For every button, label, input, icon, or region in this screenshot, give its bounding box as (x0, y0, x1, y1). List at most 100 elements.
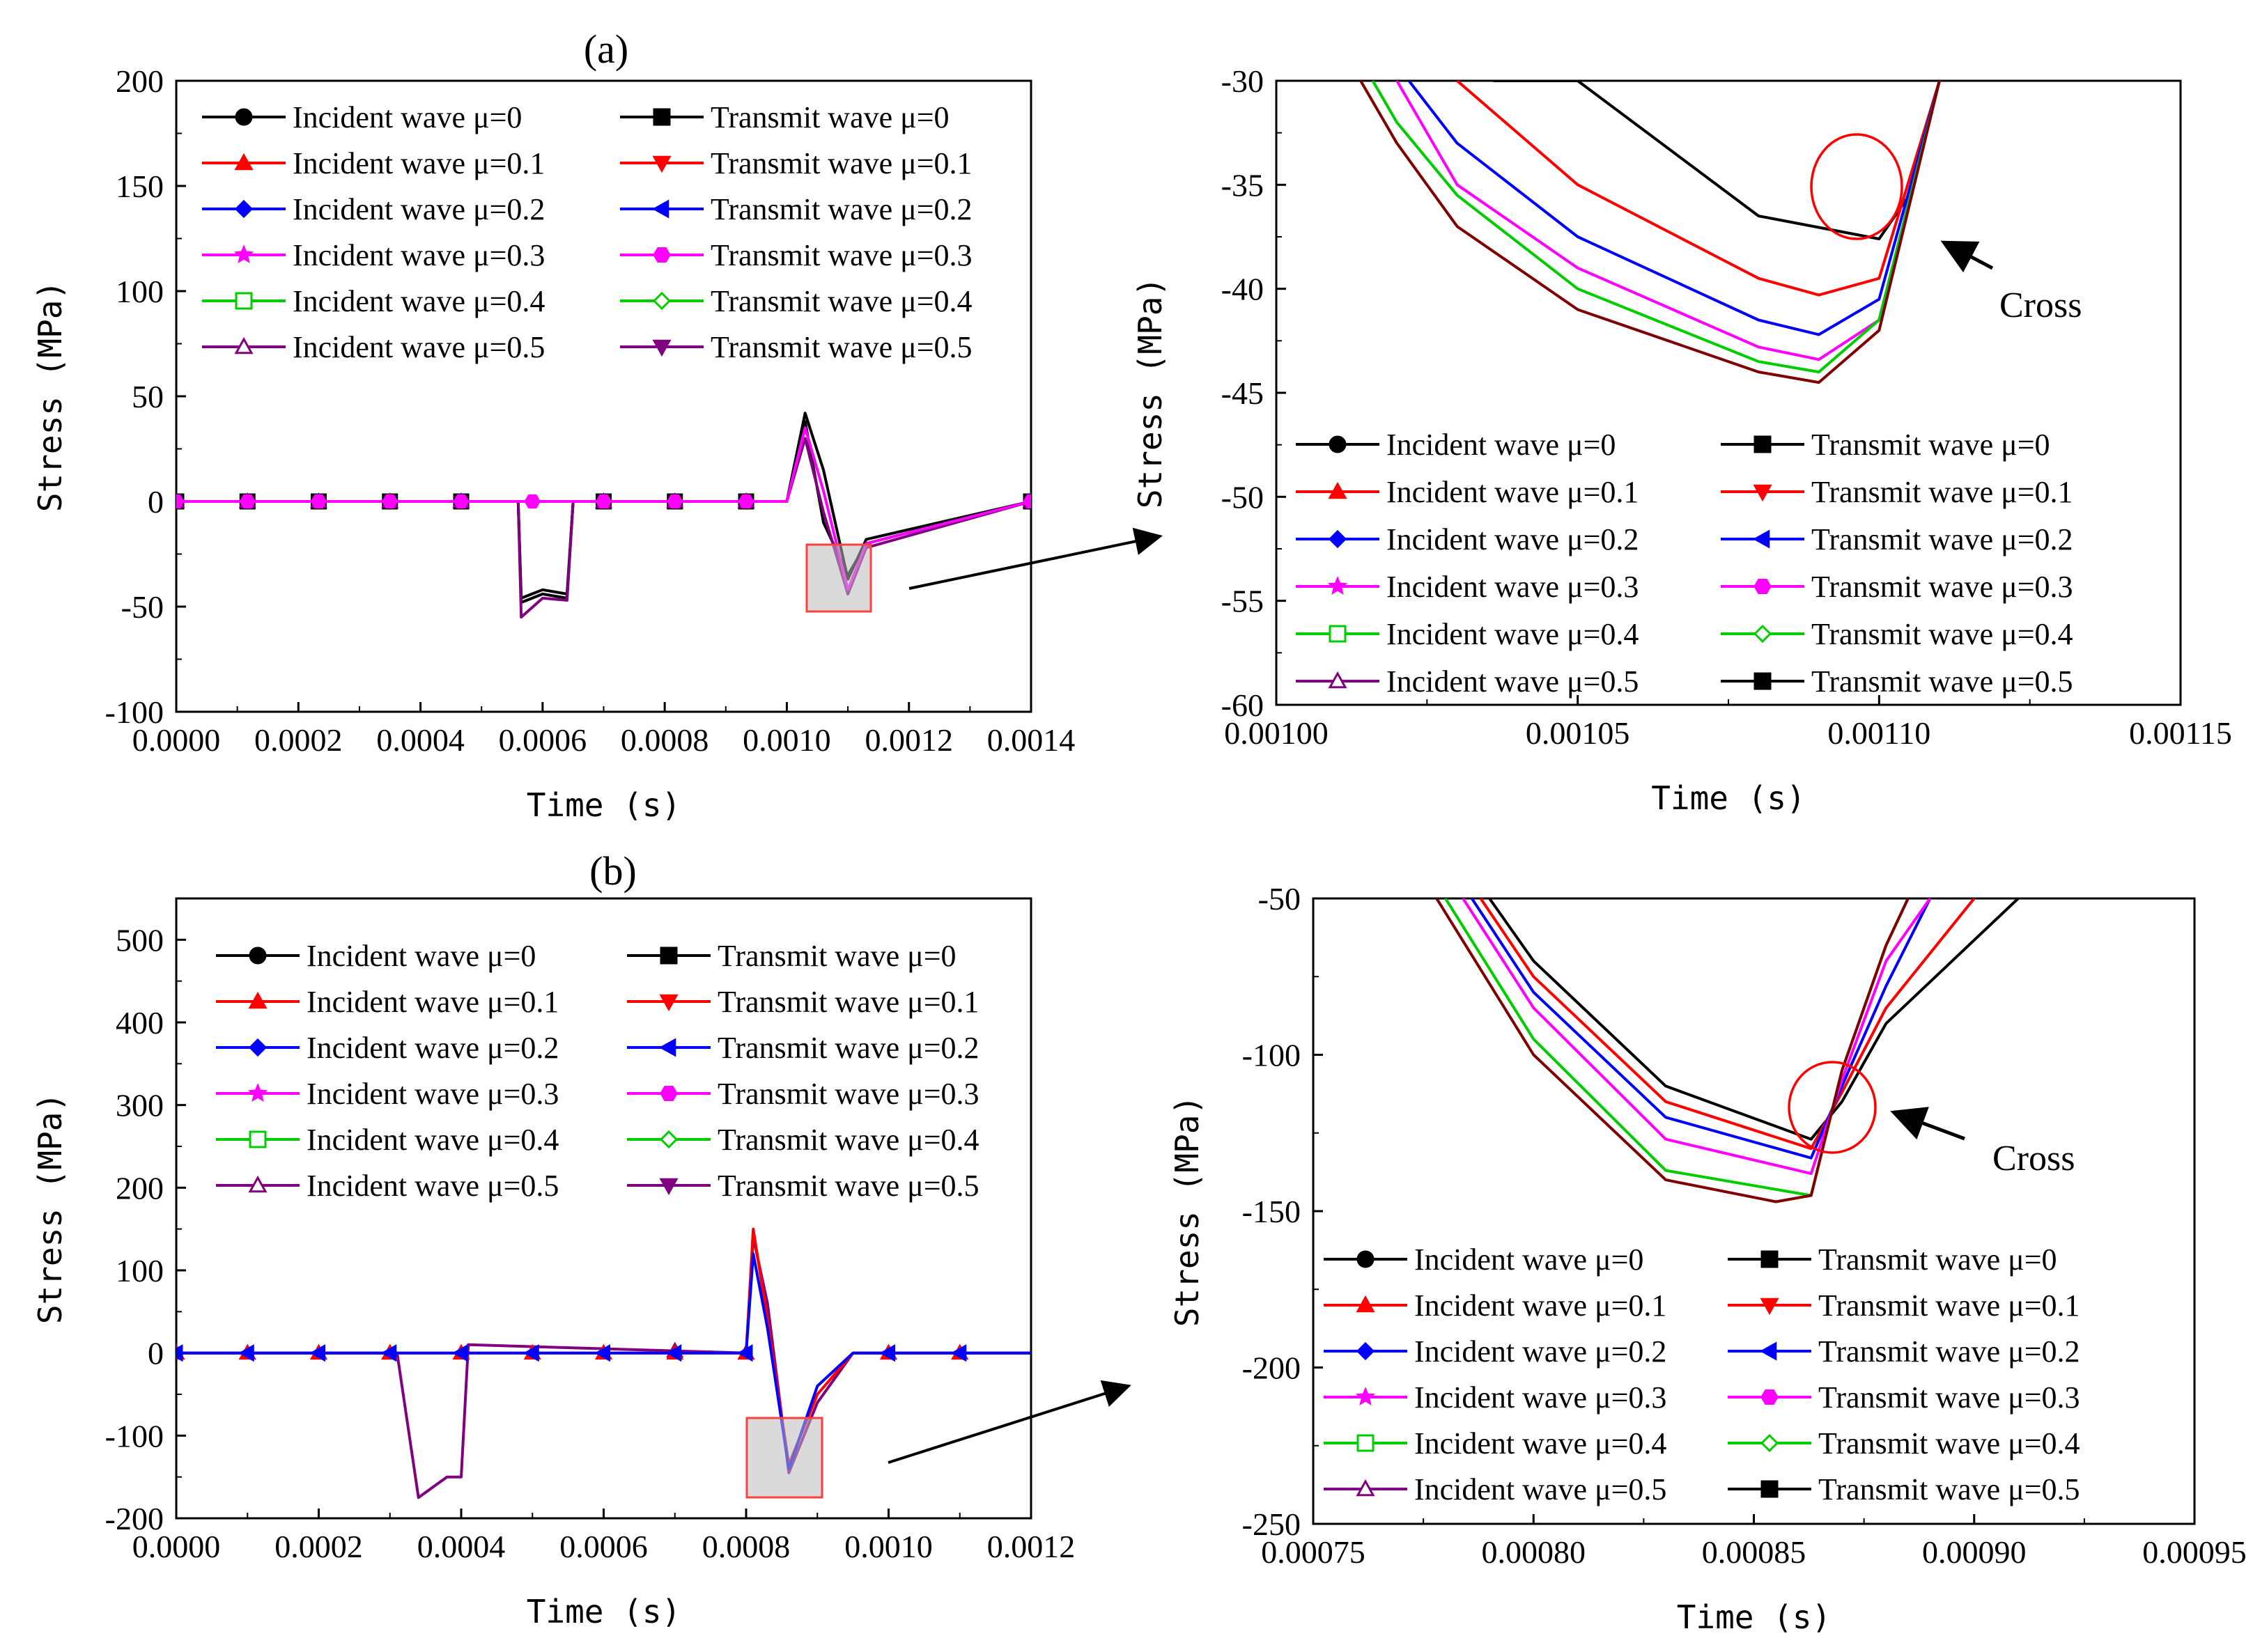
legend: Incident wave μ=0 Transmit wave μ=0 Incide… (202, 100, 973, 364)
x-axis-label: Time (s) (1677, 1598, 1832, 1636)
x-tick-label: 0.0008 (702, 1529, 791, 1564)
legend-entry-label: Transmit wave μ=0.1 (711, 146, 973, 180)
cross-arrow-b (1890, 1107, 1965, 1141)
legend-marker (1760, 1480, 1779, 1498)
y-tick-label: 200 (116, 63, 164, 99)
legend-entry-label: Transmit wave μ=0.2 (1811, 522, 2073, 556)
legend-entry-label: Incident wave μ=0.4 (307, 1123, 559, 1157)
y-tick-label: -60 (1221, 687, 1264, 723)
legend-marker (1759, 1341, 1777, 1361)
legend-marker (248, 1175, 268, 1193)
y-tick-label: -30 (1221, 63, 1264, 99)
chart-b-full: 0.0000 0.0002 0.0004 0.0006 0.0008 0.0010 0.00… (31, 897, 1075, 1630)
series-line (1359, 81, 1941, 384)
cross-circle-a (1810, 133, 1903, 240)
y-tick-label: -250 (1242, 1506, 1301, 1542)
series-marker (879, 1344, 895, 1362)
chart-b-zoom: 0.00075 0.00080 0.00085 0.00090 0.00095 -250 -… (1168, 881, 2247, 1636)
x-tick-label: 0.00095 (2142, 1534, 2247, 1570)
legend-marker (1327, 576, 1348, 595)
x-axis-label: Time (s) (1651, 779, 1806, 817)
y-tick-label: 500 (116, 922, 164, 958)
legend-entry-label: Transmit wave μ=0.2 (1818, 1334, 2080, 1369)
y-tick-label: -100 (105, 1418, 164, 1454)
cross-arrow-a (1940, 240, 1994, 273)
legend-entry-label: Incident wave μ=0.4 (1386, 617, 1639, 651)
y-tick-label: 200 (116, 1170, 164, 1206)
legend-entry-label: Transmit wave μ=0.5 (718, 1169, 980, 1203)
x-tick-label: 0.0010 (844, 1529, 933, 1564)
legend-marker (1328, 671, 1347, 689)
series-line (176, 437, 1031, 619)
legend-marker (1329, 625, 1347, 643)
y-tick-label: -50 (1258, 881, 1301, 917)
legend-entry-label: Transmit wave μ=0.5 (1818, 1472, 2080, 1506)
legend-marker (1752, 529, 1770, 549)
legend-marker (234, 153, 254, 171)
series-line (1407, 81, 1941, 336)
legend-entry-label: Transmit wave μ=0.2 (718, 1031, 980, 1065)
y-tick-label: 150 (116, 169, 164, 204)
legend-marker (651, 199, 669, 219)
legend-marker (652, 339, 672, 357)
series-line (1435, 898, 1910, 1203)
legend-entry-label: Transmit wave μ=0.4 (711, 284, 973, 318)
legend-entry-label: Transmit wave μ=0 (1811, 428, 2050, 462)
y-tick-label: -200 (1242, 1350, 1301, 1386)
legend-marker (1753, 435, 1772, 453)
legend-entry-label: Transmit wave μ=0.1 (1811, 475, 2073, 509)
legend-entry-label: Transmit wave μ=0.3 (1818, 1380, 2080, 1415)
y-tick-label: -50 (1221, 479, 1264, 515)
legend-marker (660, 946, 678, 965)
x-tick-label: 0.0014 (987, 722, 1076, 758)
series-marker (451, 1344, 468, 1362)
y-tick-label: 0 (148, 1336, 164, 1371)
x-tick-label: 0.00075 (1261, 1534, 1365, 1570)
x-tick-label: 0.00115 (2129, 715, 2232, 751)
series-marker (453, 494, 470, 509)
legend-marker (658, 1038, 676, 1057)
legend-entry-label: Incident wave μ=0.2 (1414, 1334, 1666, 1369)
series-group (1359, 81, 1941, 384)
zoom-box-b (745, 1417, 823, 1499)
series-marker (382, 494, 398, 509)
x-tick-label: 0.0008 (621, 722, 709, 758)
series-group (176, 1227, 1031, 1499)
zoom-arrow-a (908, 527, 1163, 590)
legend-marker (1355, 1387, 1376, 1406)
series-line (1456, 81, 1941, 297)
legend-marker (1760, 1250, 1779, 1268)
series-line (1444, 898, 1910, 1197)
chart-a-full: 0.0000 0.0002 0.0004 0.0006 0.0008 0.0010 0.00… (31, 63, 1075, 824)
y-tick-label: -45 (1221, 375, 1264, 411)
series-marker (524, 494, 541, 509)
legend-marker (247, 1083, 268, 1102)
legend-marker (249, 946, 267, 965)
legend-entry-label: Incident wave μ=0 (307, 939, 536, 973)
legend: Incident wave μ=0 Transmit wave μ=0 Incide… (1296, 428, 2073, 699)
legend-entry-label: Incident wave μ=0.3 (293, 238, 545, 272)
legend-marker (652, 291, 672, 311)
legend-entry-label: Incident wave μ=0.5 (1414, 1472, 1666, 1506)
x-tick-label: 0.00085 (1702, 1534, 1806, 1570)
legend-marker (235, 292, 253, 310)
plot-frame (1275, 79, 2182, 706)
legend-marker (1356, 1434, 1375, 1452)
series-marker (595, 494, 612, 509)
x-tick-label: 0.00110 (1827, 715, 1930, 751)
legend-entry-label: Transmit wave μ=0.4 (1818, 1426, 2080, 1460)
y-tick-label: -50 (121, 589, 164, 625)
chart-a-zoom: 0.00100 0.00105 0.00110 0.00115 -60 -55 -50 -45… (1131, 63, 2232, 817)
legend-entry-label: Incident wave μ=0.3 (307, 1077, 559, 1111)
legend-marker (234, 336, 254, 354)
legend-marker (233, 244, 254, 264)
series-line (1493, 81, 1941, 240)
legend-marker (1753, 624, 1772, 644)
series-marker (309, 1344, 325, 1362)
legend-entry-label: Transmit wave μ=0.5 (1811, 664, 2073, 699)
legend-marker (1760, 1389, 1779, 1405)
series-marker (1023, 494, 1031, 509)
legend-entry-label: Transmit wave μ=0.2 (711, 192, 973, 226)
panel-label-b: (b) (589, 848, 637, 894)
legend-marker (660, 1085, 678, 1102)
